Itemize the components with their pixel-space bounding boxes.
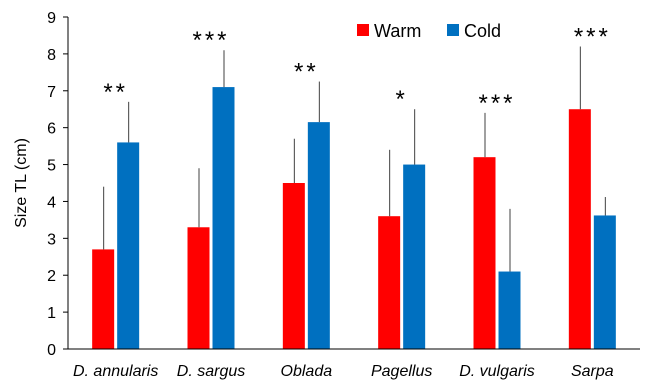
significance-marker: *** <box>192 27 229 54</box>
x-tick-label: Oblada <box>281 363 333 380</box>
bar-cold-0 <box>117 142 140 349</box>
y-tick-label: 4 <box>47 194 56 211</box>
bar-warm-2 <box>282 183 305 349</box>
x-tick-label: D. annularis <box>73 363 158 380</box>
significance-marker: ** <box>103 79 128 106</box>
y-tick-label: 5 <box>47 158 56 175</box>
significance-annotations: ******** ****** <box>103 24 611 117</box>
bar-warm-4 <box>473 157 496 349</box>
y-tick-label: 2 <box>47 268 56 285</box>
y-tick-label: 1 <box>47 305 56 322</box>
legend-swatch-cold <box>447 24 459 36</box>
y-tick-label: 6 <box>47 121 56 138</box>
x-tick-label: D. vulgaris <box>459 363 535 380</box>
y-tick-label: 0 <box>47 342 56 359</box>
bar-cold-1 <box>212 87 235 349</box>
bar-cold-4 <box>498 271 521 349</box>
bar-warm-1 <box>187 227 210 349</box>
legend-label-warm: Warm <box>374 21 421 41</box>
y-axis: 0 1 2 3 4 5 6 7 8 9 <box>47 10 69 359</box>
legend-swatch-warm <box>357 24 369 36</box>
bar-warm-0 <box>92 249 115 349</box>
bar-warm-5 <box>568 109 591 349</box>
y-axis-title: Size TL (cm) <box>13 138 30 228</box>
significance-marker: ** <box>294 59 319 86</box>
bars <box>92 46 616 349</box>
bar-cold-5 <box>593 215 616 349</box>
significance-marker: * <box>395 86 407 113</box>
x-tick-label: D. sargus <box>177 363 245 380</box>
x-axis: D. annularis D. sargus Oblada Pagellus D. vu… <box>68 348 640 380</box>
bar-cold-2 <box>307 122 330 349</box>
significance-marker: *** <box>574 24 611 51</box>
y-tick-label: 7 <box>47 84 56 101</box>
legend: Warm Cold <box>357 21 501 41</box>
bar-warm-3 <box>378 216 401 349</box>
x-tick-label: Sarpa <box>571 363 614 380</box>
legend-label-cold: Cold <box>464 21 501 41</box>
y-tick-label: 9 <box>47 10 56 27</box>
x-tick-label: Pagellus <box>371 363 432 380</box>
y-tick-label: 3 <box>47 231 56 248</box>
y-tick-label: 8 <box>47 47 56 64</box>
bar-cold-3 <box>403 164 426 349</box>
significance-marker: *** <box>478 90 515 117</box>
